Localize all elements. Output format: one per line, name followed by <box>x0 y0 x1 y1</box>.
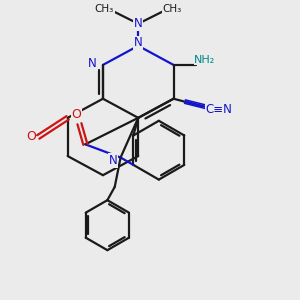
Text: C≡N: C≡N <box>206 103 232 116</box>
Text: N: N <box>134 17 142 30</box>
Text: N: N <box>88 57 97 70</box>
Text: CH₃: CH₃ <box>95 4 114 14</box>
Text: CH₃: CH₃ <box>162 4 182 14</box>
Text: O: O <box>26 130 36 143</box>
Text: O: O <box>71 108 81 122</box>
Text: N: N <box>134 36 142 50</box>
Text: NH₂: NH₂ <box>194 55 216 64</box>
Text: N: N <box>109 154 118 167</box>
